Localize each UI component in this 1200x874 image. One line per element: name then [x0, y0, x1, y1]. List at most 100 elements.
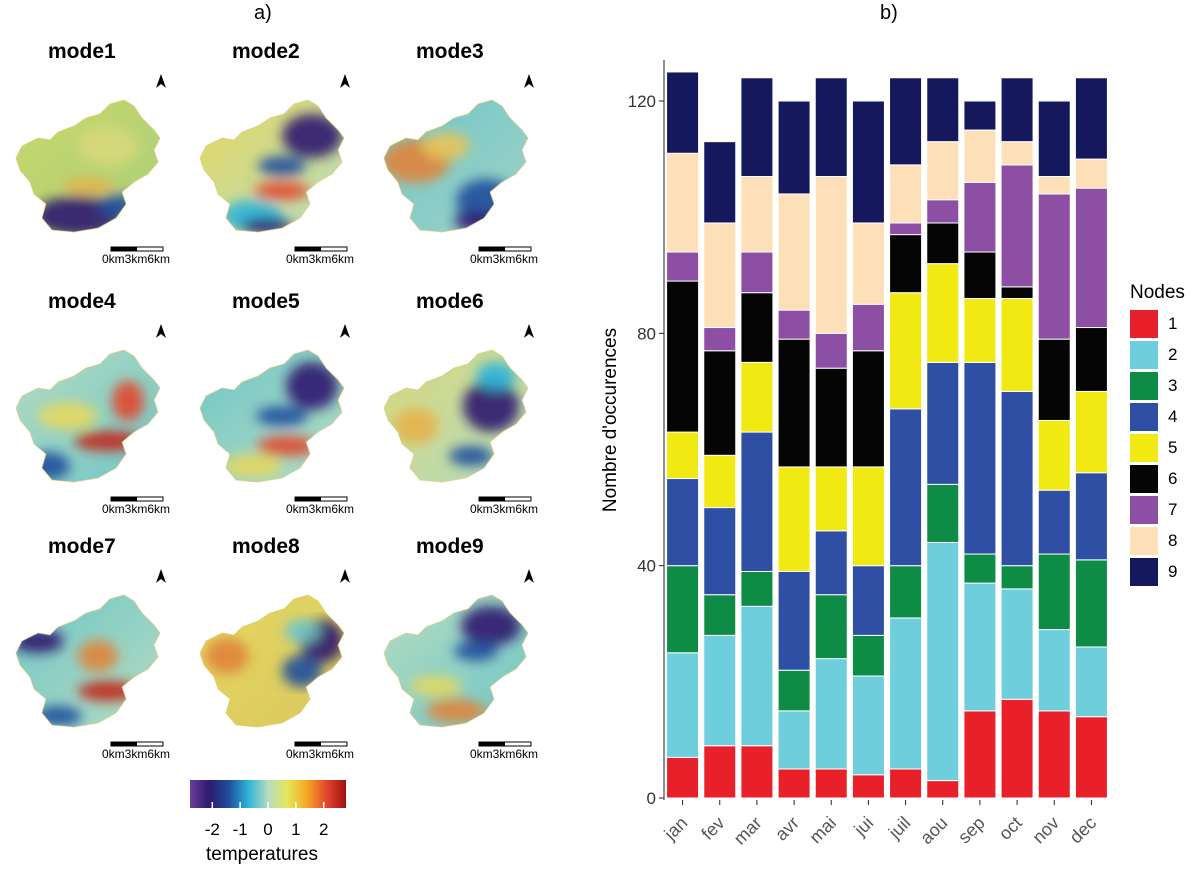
bar-segment-jan-node-4	[666, 478, 700, 567]
bar-segment-avr-node-8	[777, 193, 811, 311]
legend-item-node-4: 4	[1130, 401, 1185, 432]
map-panel-mode8: mode8 0km3km6km	[192, 535, 372, 775]
legend-label: 4	[1168, 406, 1178, 426]
scale-bar-label: 0km	[286, 502, 309, 516]
x-tick-label: fev	[697, 813, 728, 844]
bar-segment-jan-node-5	[666, 431, 700, 480]
bar-segment-mai-node-1	[814, 768, 848, 799]
bar-segment-juil-node-2	[889, 617, 923, 770]
scale-bar-label: 0km	[470, 252, 493, 266]
bar-segment-fev-node-6	[703, 350, 737, 456]
x-tick-label: nov	[1028, 813, 1063, 848]
bar-segment-oct-node-2	[1000, 588, 1034, 700]
map-panel-mode4: mode4 0km3km6km	[8, 290, 188, 530]
legend-label: 3	[1168, 375, 1178, 395]
legend-label: 1	[1168, 313, 1178, 333]
legend-item-node-3: 3	[1130, 370, 1185, 401]
bar-segment-dec-node-9	[1074, 77, 1108, 160]
bar-segment-fev-node-8	[703, 222, 737, 329]
bar-segment-fev-node-5	[703, 454, 737, 509]
bar-segment-sep-node-7	[963, 181, 997, 253]
bar-segment-aou-node-2	[926, 541, 960, 782]
bar-segment-nov-node-2	[1037, 629, 1071, 712]
legend-item-node-9: 9	[1130, 556, 1185, 587]
legend-item-node-7: 7	[1130, 494, 1185, 525]
bar-segment-juil-node-7	[889, 222, 923, 236]
north-arrow-icon	[156, 324, 166, 338]
bar-segment-juil-node-6	[889, 234, 923, 294]
map-panel-mode3: mode3 0km3km6km	[376, 40, 556, 280]
scale-bar-label: 3km	[308, 747, 332, 761]
bar-segment-sep-node-6	[963, 251, 997, 299]
map-image	[15, 569, 166, 747]
map-title: mode6	[416, 290, 484, 313]
legend-swatch	[1130, 526, 1158, 555]
bar-segment-sep-node-5	[963, 297, 997, 363]
map-image	[15, 324, 166, 502]
map-panel-mode1: mode1 0km3km6km	[8, 40, 188, 280]
scale-bar-labels: 0km3km6km	[102, 747, 188, 761]
scale-bar-label: 6km	[515, 252, 539, 266]
bar-segment-aou-node-6	[926, 222, 960, 265]
legend-swatch	[1130, 309, 1158, 338]
bar-segment-jan-node-9	[666, 71, 700, 154]
bar-segment-juil-node-5	[889, 292, 923, 410]
bar-segment-jan-node-1	[666, 756, 700, 799]
bar-segment-sep-node-8	[963, 129, 997, 183]
bar-segment-mar-node-2	[740, 605, 774, 747]
bar-segment-avr-node-4	[777, 570, 811, 671]
legend-swatch	[1130, 557, 1158, 586]
scale-bar-label: 6km	[515, 502, 539, 516]
bar-segment-mar-node-4	[740, 431, 774, 572]
legend-item-node-6: 6	[1130, 463, 1185, 494]
map-title: mode8	[232, 535, 300, 558]
bar-segment-nov-node-1	[1037, 710, 1071, 799]
legend-label: 5	[1168, 437, 1178, 457]
scale-bar-label: 6km	[331, 502, 355, 516]
bar-segment-dec-node-8	[1074, 158, 1108, 189]
scale-bar-labels: 0km3km6km	[102, 502, 188, 516]
bar-segment-avr-node-5	[777, 466, 811, 572]
bar-segment-aou-node-3	[926, 483, 960, 543]
bar-segment-juil-node-4	[889, 408, 923, 567]
bar-segment-aou-node-1	[926, 780, 960, 799]
legend-label: 6	[1168, 468, 1178, 488]
map-title: mode7	[48, 535, 116, 558]
bar-segment-mai-node-3	[814, 594, 848, 660]
north-arrow-icon	[340, 74, 350, 88]
map-title: mode3	[416, 40, 484, 63]
bar-segment-dec-node-3	[1074, 559, 1108, 648]
map-panel-mode9: mode9 0km3km6km	[376, 535, 556, 775]
bar-segment-jui-node-2	[851, 675, 885, 776]
bar-segment-mar-node-1	[740, 745, 774, 799]
bar-segment-fev-node-2	[703, 634, 737, 747]
bar-segment-oct-node-4	[1000, 390, 1034, 567]
bar-segment-jan-node-3	[666, 565, 700, 654]
bar-segment-avr-node-2	[777, 710, 811, 770]
north-arrow-icon	[524, 74, 534, 88]
scale-bar-labels: 0km3km6km	[286, 747, 372, 761]
x-tick-label: sep	[954, 813, 989, 848]
bar-segment-sep-node-1	[963, 710, 997, 799]
panel-b-label: b)	[880, 2, 898, 24]
north-arrow-icon	[340, 569, 350, 583]
bar-segment-juil-node-8	[889, 164, 923, 224]
north-arrow-icon	[524, 569, 534, 583]
north-arrow-icon	[524, 324, 534, 338]
scale-bar-label: 0km	[102, 502, 125, 516]
bar-segment-oct-node-7	[1000, 164, 1034, 288]
bar-segment-jui-node-8	[851, 222, 885, 305]
scale-bar-label: 0km	[470, 747, 493, 761]
legend-label: 8	[1168, 530, 1178, 550]
legend-swatch	[1130, 402, 1158, 431]
plot-area	[664, 60, 1110, 800]
bar-segment-dec-node-6	[1074, 327, 1108, 392]
legend-label: 7	[1168, 499, 1178, 519]
x-tick-label: mar	[730, 813, 766, 849]
bar-segment-aou-node-8	[926, 141, 960, 201]
bar-segment-fev-node-4	[703, 507, 737, 596]
legend-swatch	[1130, 464, 1158, 493]
bar-segment-juil-node-3	[889, 565, 923, 619]
bar-segment-mai-node-2	[814, 658, 848, 770]
map-panel-mode5: mode5 0km3km6km	[192, 290, 372, 530]
